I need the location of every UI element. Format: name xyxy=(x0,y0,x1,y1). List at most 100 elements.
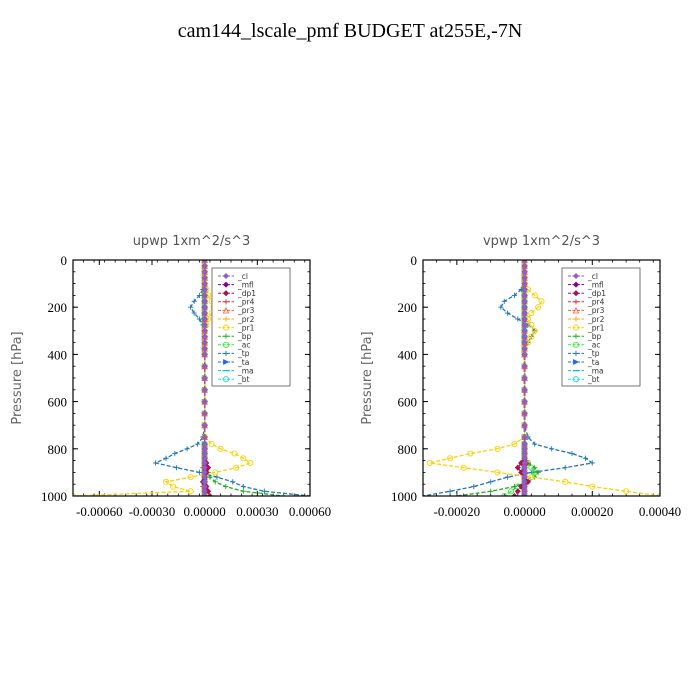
data-point xyxy=(201,363,208,370)
data-point xyxy=(521,304,528,311)
data-point xyxy=(206,492,213,496)
legend-label: _pr1 xyxy=(587,323,605,332)
legend-entry: _ma xyxy=(218,366,254,375)
legend-label: _bp xyxy=(237,332,252,341)
legend-entry: _pr1 xyxy=(568,323,605,332)
plot-area xyxy=(423,260,660,496)
legend-label: _dp1 xyxy=(587,289,606,298)
legend-marker xyxy=(222,324,230,331)
data-point xyxy=(488,488,494,494)
data-point xyxy=(532,465,538,471)
legend-entry: _pr3 xyxy=(218,306,255,315)
y-tick-label: 800 xyxy=(398,442,418,457)
data-point xyxy=(521,298,528,305)
data-point xyxy=(471,483,477,490)
data-point xyxy=(521,374,528,382)
data-point xyxy=(201,386,208,393)
data-point xyxy=(521,327,528,334)
legend: _cl_mfl_dp1_pr4_pr3_pr2_pr1_bp_ac_tp_ta_… xyxy=(211,267,291,387)
data-point xyxy=(201,398,208,405)
data-point xyxy=(172,450,178,457)
data-point xyxy=(187,474,194,481)
data-point xyxy=(201,374,208,382)
data-point xyxy=(521,363,528,370)
legend-marker xyxy=(573,350,579,356)
legend-label: _dp1 xyxy=(237,289,256,298)
series-line xyxy=(423,260,594,496)
legend-entry: _ac xyxy=(218,341,250,350)
data-point xyxy=(201,321,208,328)
data-point xyxy=(217,445,224,452)
legend-marker xyxy=(572,290,580,297)
data-point xyxy=(162,478,170,485)
data-point xyxy=(201,292,208,299)
legend-marker xyxy=(222,272,230,280)
figure-title: cam144_lscale_pmf BUDGET at255E,-7N xyxy=(177,20,523,42)
panel-title: upwp 1xm^2/s^3 xyxy=(133,234,251,249)
data-point xyxy=(514,464,521,471)
data-point xyxy=(196,292,202,298)
series-cl xyxy=(521,260,528,496)
legend-marker xyxy=(223,358,230,366)
data-point xyxy=(170,483,177,490)
data-point xyxy=(521,262,528,269)
legend-entry: _bp xyxy=(218,332,252,341)
x-tick-label: -0.00020 xyxy=(434,504,481,519)
y-axis-label: Pressure [hPa] xyxy=(360,331,375,424)
data-point xyxy=(521,492,528,496)
data-point xyxy=(201,280,208,287)
data-point xyxy=(498,304,504,310)
legend-marker xyxy=(222,376,230,383)
legend-label: _bt xyxy=(237,375,250,384)
legend-label: _ma xyxy=(237,366,254,375)
legend-marker xyxy=(223,299,229,305)
data-point xyxy=(521,280,528,287)
legend-label: _pr4 xyxy=(237,298,255,307)
series-line xyxy=(503,260,536,496)
data-point xyxy=(201,333,208,340)
legend-label: _pr2 xyxy=(587,315,605,324)
legend-box xyxy=(211,267,291,387)
data-point xyxy=(201,422,208,429)
data-point xyxy=(173,465,180,471)
legend-marker xyxy=(223,333,229,339)
data-point xyxy=(531,292,538,299)
data-point xyxy=(454,493,460,496)
data-point xyxy=(521,398,528,405)
data-point xyxy=(488,479,494,485)
legend-entry: _tp xyxy=(218,349,250,358)
data-point xyxy=(187,488,194,495)
legend-marker xyxy=(222,341,230,348)
data-point xyxy=(505,310,511,316)
data-point xyxy=(163,455,169,461)
data-point xyxy=(201,433,208,441)
data-point xyxy=(511,492,518,496)
legend-label: _cl xyxy=(237,272,248,281)
y-tick-label: 200 xyxy=(398,300,418,315)
legend-marker xyxy=(572,341,580,348)
legend-entry: _bt xyxy=(568,375,600,384)
data-point xyxy=(240,455,247,462)
data-point xyxy=(521,333,528,340)
legend-entry: _tp xyxy=(568,349,600,358)
legend-label: _mfl xyxy=(237,280,254,289)
y-tick-label: 1000 xyxy=(391,489,417,504)
data-point xyxy=(240,488,246,494)
legend-entry: _dp1 xyxy=(218,289,256,298)
data-point xyxy=(230,479,236,485)
y-tick-label: 1000 xyxy=(41,489,67,504)
legend-entry: _pr2 xyxy=(568,315,605,324)
data-point xyxy=(201,492,208,496)
y-tick-label: 0 xyxy=(411,253,418,268)
legend-marker xyxy=(573,299,579,305)
data-point xyxy=(521,351,528,358)
data-point xyxy=(494,469,501,476)
data-point xyxy=(201,351,208,358)
legend-label: _pr3 xyxy=(587,306,605,315)
data-point xyxy=(569,450,575,457)
data-point xyxy=(201,315,208,323)
legend-entry: _bt xyxy=(218,375,250,384)
y-tick-label: 0 xyxy=(61,253,68,268)
y-tick-label: 400 xyxy=(48,347,68,362)
data-point xyxy=(589,483,596,490)
